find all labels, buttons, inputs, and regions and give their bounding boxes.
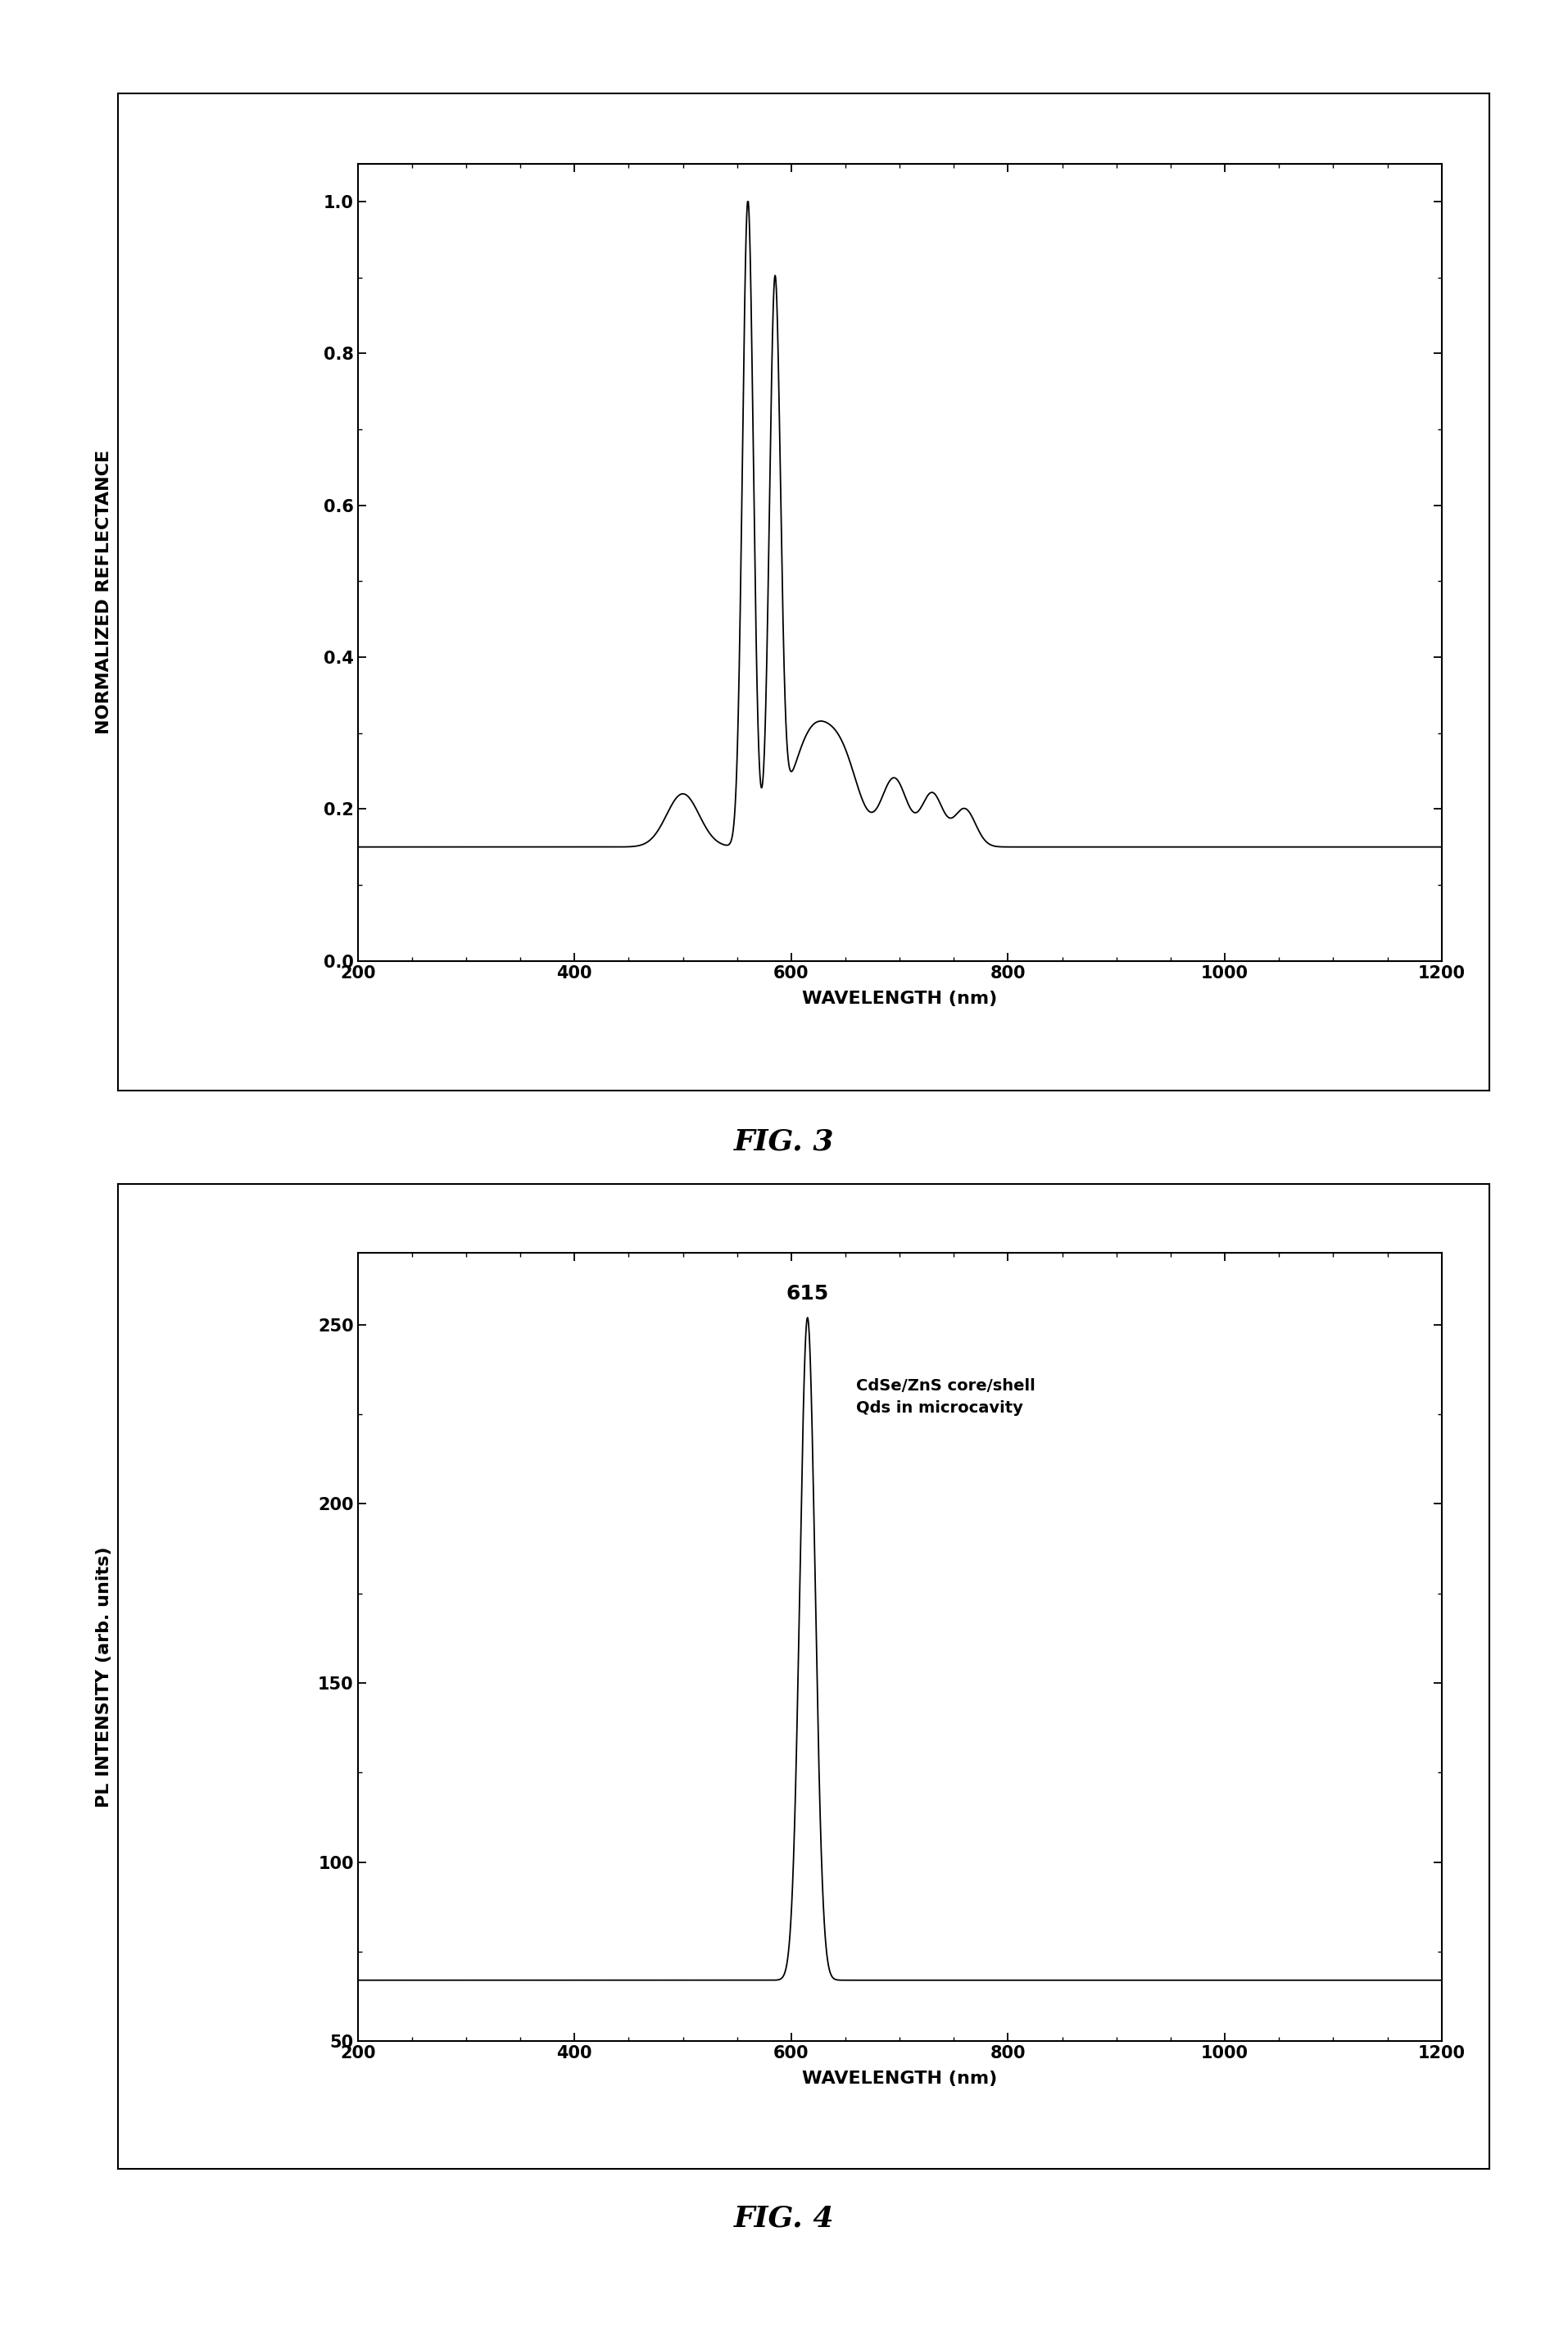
- Text: CdSe/ZnS core/shell
Qds in microcavity: CdSe/ZnS core/shell Qds in microcavity: [856, 1379, 1035, 1416]
- Text: 615: 615: [786, 1283, 829, 1304]
- X-axis label: WAVELENGTH (nm): WAVELENGTH (nm): [803, 990, 997, 1006]
- Y-axis label: NORMALIZED REFLECTANCE: NORMALIZED REFLECTANCE: [96, 450, 113, 734]
- Text: FIG. 3: FIG. 3: [734, 1128, 834, 1156]
- Y-axis label: PL INTENSITY (arb. units): PL INTENSITY (arb. units): [96, 1545, 113, 1808]
- X-axis label: WAVELENGTH (nm): WAVELENGTH (nm): [803, 2071, 997, 2087]
- Text: FIG. 4: FIG. 4: [734, 2204, 834, 2232]
